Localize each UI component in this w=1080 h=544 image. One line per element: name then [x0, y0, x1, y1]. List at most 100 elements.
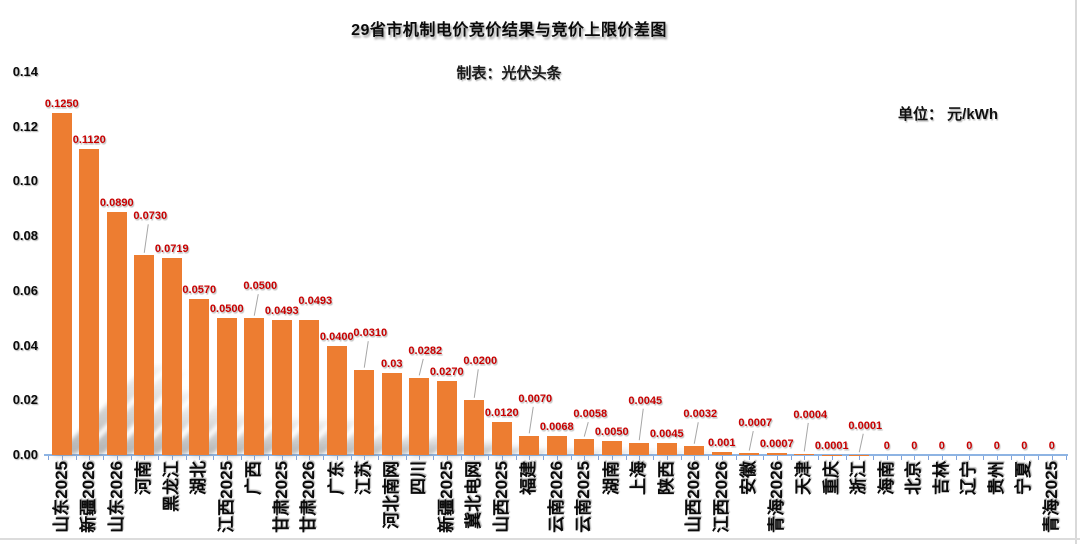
x-axis-tick	[1024, 456, 1025, 460]
x-axis-category-label-text: 天津	[795, 461, 813, 495]
bar	[272, 320, 292, 455]
bar-value-label: 0.0070	[518, 393, 552, 405]
chart-title: 29省市机制电价竞价结果与竞价上限价差图	[0, 16, 1018, 40]
x-axis-category-label-text: 山东2025	[53, 461, 71, 533]
bar-value-label: 0.1250	[45, 98, 79, 110]
x-axis-category-label-text: 广西	[245, 461, 263, 495]
y-axis-tick-label: 0.04	[0, 338, 38, 353]
x-axis-category-label-text: 云南2025	[575, 461, 593, 533]
x-axis-tick	[1052, 456, 1053, 460]
x-axis-category-label-text: 甘肃2025	[273, 461, 291, 533]
x-axis-tick	[584, 456, 585, 460]
x-axis-tick	[969, 456, 970, 460]
x-axis-tick	[749, 456, 750, 460]
x-axis-category-label-text: 广东	[328, 461, 346, 495]
bar	[739, 453, 759, 455]
x-axis-tick	[708, 456, 709, 460]
x-axis-category-label-text: 青海2026	[768, 461, 786, 533]
x-axis-tick	[942, 456, 943, 460]
bar-value-label: 0.0001	[848, 420, 882, 432]
x-axis-category-label-text: 四川	[410, 461, 428, 495]
x-axis-category-label-text: 山西2026	[685, 461, 703, 533]
x-axis-category-label-text: 吉林	[933, 461, 951, 495]
x-axis-tick	[241, 456, 242, 460]
x-axis-tick	[516, 456, 517, 460]
x-axis-tick	[928, 456, 929, 460]
x-axis-category-label-text: 海南	[878, 461, 896, 495]
x-axis-tick	[736, 456, 737, 460]
x-axis-category-label-text: 冀北电网	[465, 461, 483, 529]
x-axis-tick	[89, 456, 90, 460]
x-axis-tick	[103, 456, 104, 460]
x-axis-tick	[268, 456, 269, 460]
x-axis-category-label-text: 江苏	[355, 461, 373, 495]
bar	[134, 255, 154, 455]
bar	[657, 443, 677, 455]
x-axis-tick	[199, 456, 200, 460]
x-axis-tick	[351, 456, 352, 460]
x-axis-tick	[777, 456, 778, 460]
bar	[162, 258, 182, 455]
x-axis-tick	[392, 456, 393, 460]
bar-value-label: 0	[966, 440, 972, 452]
bar	[602, 441, 622, 455]
x-axis-tick	[983, 456, 984, 460]
bar	[409, 378, 429, 455]
bar	[79, 149, 99, 455]
bar-value-label: 0.1120	[73, 134, 106, 146]
x-axis-category-label-text: 新疆2026	[80, 461, 98, 533]
x-axis-category-label-text: 湖北	[190, 461, 208, 495]
x-axis-category-label-text: 宁夏	[1015, 461, 1033, 495]
x-axis-category-label-text: 贵州	[988, 461, 1006, 495]
x-axis-tick	[873, 456, 874, 460]
bar-value-label: 0.0282	[408, 345, 442, 357]
bar-value-label: 0.0045	[650, 428, 684, 440]
x-axis-tick	[254, 456, 255, 460]
x-axis-category-label-text: 河北南网	[383, 461, 401, 529]
x-axis-tick	[419, 456, 420, 460]
x-axis-tick	[76, 456, 77, 460]
x-axis-tick	[626, 456, 627, 460]
x-axis-tick	[144, 456, 145, 460]
unit-label: 单位： 元/kWh	[898, 103, 998, 124]
x-axis-category-label-text: 黑龙江	[163, 461, 181, 512]
bar	[382, 373, 402, 455]
x-axis-tick	[488, 456, 489, 460]
bar-value-label: 0.0493	[265, 305, 299, 317]
bar	[217, 318, 237, 455]
bar-value-label: 0.0493	[298, 295, 332, 307]
x-axis-tick	[323, 456, 324, 460]
bar-value-label: 0.0500	[243, 280, 277, 292]
x-axis-tick	[598, 456, 599, 460]
bar	[327, 346, 347, 455]
bar	[519, 436, 539, 455]
x-axis-tick	[887, 456, 888, 460]
x-axis-tick	[296, 456, 297, 460]
x-axis-category-label-text: 陕西	[658, 461, 676, 495]
x-axis-tick	[117, 456, 118, 460]
bar-value-label: 0.0890	[100, 197, 134, 209]
bar-value-label: 0.0068	[540, 421, 574, 433]
bar	[464, 400, 484, 455]
bar	[767, 453, 787, 455]
x-axis-tick	[213, 456, 214, 460]
bar	[189, 299, 209, 455]
bar-value-label: 0.0270	[430, 366, 464, 378]
x-axis-category-label-text: 云南2026	[548, 461, 566, 533]
bar-value-label: 0.0050	[595, 426, 629, 438]
x-axis-tick	[763, 456, 764, 460]
bar-value-label: 0	[911, 440, 917, 452]
x-axis-tick	[543, 456, 544, 460]
x-axis-tick	[653, 456, 654, 460]
bar	[354, 370, 374, 455]
y-axis-tick-label: 0.06	[0, 283, 38, 298]
x-axis-category-label-text: 安徽	[740, 461, 758, 495]
x-axis-category-label-text: 山东2026	[108, 461, 126, 533]
x-axis-tick	[158, 456, 159, 460]
bar	[547, 436, 567, 455]
y-axis-tick-label: 0.08	[0, 228, 38, 243]
bar-value-label: 0.0310	[353, 327, 387, 339]
y-axis-tick-label: 0.12	[0, 119, 38, 134]
bar-value-label: 0	[1021, 440, 1027, 452]
bar-value-label: 0.0001	[815, 440, 849, 452]
